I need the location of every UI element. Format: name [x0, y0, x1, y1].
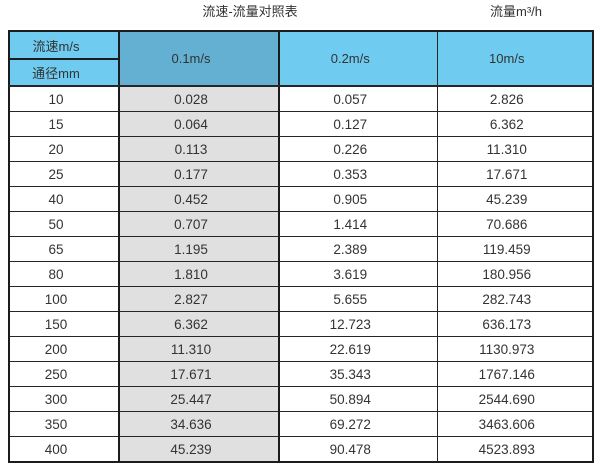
header-row-2: 通径mm: [8, 58, 593, 87]
cell-flow-10: 636.173: [436, 311, 594, 337]
cell-flow-10: 2544.690: [436, 386, 594, 412]
cell-diameter: 25: [8, 161, 120, 187]
cell-diameter: 150: [8, 311, 120, 337]
cell-diameter: 250: [8, 361, 120, 387]
table-row: 150 6.362 12.723 636.173: [8, 311, 594, 337]
cell-flow-0-2: 3.619: [278, 261, 438, 287]
table-row: 200 11.310 22.619 1130.973: [8, 336, 594, 362]
cell-diameter: 350: [8, 411, 120, 437]
corner-header-diameter: 通径mm: [8, 58, 120, 87]
cell-flow-0-1: 45.239: [118, 436, 280, 463]
cell-diameter: 40: [8, 186, 120, 212]
cell-flow-0-2: 0.057: [278, 85, 438, 112]
cell-flow-10: 282.743: [436, 286, 594, 312]
cell-flow-10: 17.671: [436, 161, 594, 187]
cell-diameter: 10: [8, 85, 120, 112]
cell-flow-10: 45.239: [436, 186, 594, 212]
cell-flow-0-1: 25.447: [118, 386, 280, 412]
flow-conversion-table: 流速m/s 0.1m/s 0.2m/s 10m/s 通径mm 10 0.028 …: [8, 30, 594, 463]
cell-flow-0-1: 0.452: [118, 186, 280, 212]
cell-diameter: 80: [8, 261, 120, 287]
cell-diameter: 200: [8, 336, 120, 362]
velocity-header-0-1: 0.1m/s: [118, 30, 280, 87]
cell-flow-0-1: 0.707: [118, 211, 280, 237]
cell-flow-0-1: 1.810: [118, 261, 280, 287]
cell-flow-10: 70.686: [436, 211, 594, 237]
cell-flow-0-2: 50.894: [278, 386, 438, 412]
table-row: 65 1.195 2.389 119.459: [8, 236, 594, 262]
cell-flow-0-2: 22.619: [278, 336, 438, 362]
cell-diameter: 300: [8, 386, 120, 412]
cell-diameter: 15: [8, 111, 120, 137]
cell-flow-0-2: 2.389: [278, 236, 438, 262]
cell-flow-0-1: 6.362: [118, 311, 280, 337]
cell-flow-10: 1130.973: [436, 336, 594, 362]
cell-flow-0-2: 5.655: [278, 286, 438, 312]
table-body: 10 0.028 0.057 2.826 15 0.064 0.127 6.36…: [8, 85, 594, 463]
cell-flow-0-1: 0.177: [118, 161, 280, 187]
table-row: 350 34.636 69.272 3463.606: [8, 411, 594, 437]
cell-flow-10: 3463.606: [436, 411, 594, 437]
table-row: 25 0.177 0.353 17.671: [8, 161, 594, 187]
cell-flow-0-1: 0.028: [118, 85, 280, 112]
cell-flow-0-1: 1.195: [118, 236, 280, 262]
cell-flow-0-2: 12.723: [278, 311, 438, 337]
corner-header-velocity: 流速m/s: [8, 30, 120, 60]
cell-diameter: 100: [8, 286, 120, 312]
cell-flow-0-1: 11.310: [118, 336, 280, 362]
header-row: 流速m/s 0.1m/s 0.2m/s 10m/s: [8, 30, 594, 87]
cell-diameter: 20: [8, 136, 120, 162]
table-row: 80 1.810 3.619 180.956: [8, 261, 594, 287]
cell-flow-10: 2.826: [436, 85, 594, 112]
cell-flow-0-2: 0.905: [278, 186, 438, 212]
cell-diameter: 400: [8, 436, 120, 463]
cell-flow-0-1: 2.827: [118, 286, 280, 312]
velocity-header-10: 10m/s: [436, 30, 594, 87]
cell-flow-10: 119.459: [436, 236, 594, 262]
cell-flow-10: 11.310: [436, 136, 594, 162]
cell-flow-10: 180.956: [436, 261, 594, 287]
cell-flow-0-2: 1.414: [278, 211, 438, 237]
cell-flow-10: 4523.893: [436, 436, 594, 463]
cell-flow-10: 6.362: [436, 111, 594, 137]
flow-unit-label: 流量m³/h: [489, 4, 543, 19]
table-row: 10 0.028 0.057 2.826: [8, 85, 594, 112]
cell-flow-0-2: 90.478: [278, 436, 438, 463]
cell-diameter: 50: [8, 211, 120, 237]
cell-flow-0-2: 0.226: [278, 136, 438, 162]
cell-flow-0-2: 69.272: [278, 411, 438, 437]
table-row: 20 0.113 0.226 11.310: [8, 136, 594, 162]
table-row: 100 2.827 5.655 282.743: [8, 286, 594, 312]
cell-flow-10: 1767.146: [436, 361, 594, 387]
cell-flow-0-1: 34.636: [118, 411, 280, 437]
table-row: 250 17.671 35.343 1767.146: [8, 361, 594, 387]
cell-flow-0-1: 0.064: [118, 111, 280, 137]
table-header: 流速m/s 0.1m/s 0.2m/s 10m/s 通径mm: [8, 30, 594, 87]
cell-flow-0-2: 35.343: [278, 361, 438, 387]
cell-flow-0-2: 0.127: [278, 111, 438, 137]
cell-flow-0-2: 0.353: [278, 161, 438, 187]
velocity-header-0-2: 0.2m/s: [278, 30, 438, 87]
table-row: 400 45.239 90.478 4523.893: [8, 436, 594, 463]
table-row: 15 0.064 0.127 6.362: [8, 111, 594, 137]
table-row: 300 25.447 50.894 2544.690: [8, 386, 594, 412]
cell-diameter: 65: [8, 236, 120, 262]
cell-flow-0-1: 0.113: [118, 136, 280, 162]
table-row: 40 0.452 0.905 45.239: [8, 186, 594, 212]
cell-flow-0-1: 17.671: [118, 361, 280, 387]
table-title: 流速-流量对照表: [202, 4, 298, 19]
table-row: 50 0.707 1.414 70.686: [8, 211, 594, 237]
